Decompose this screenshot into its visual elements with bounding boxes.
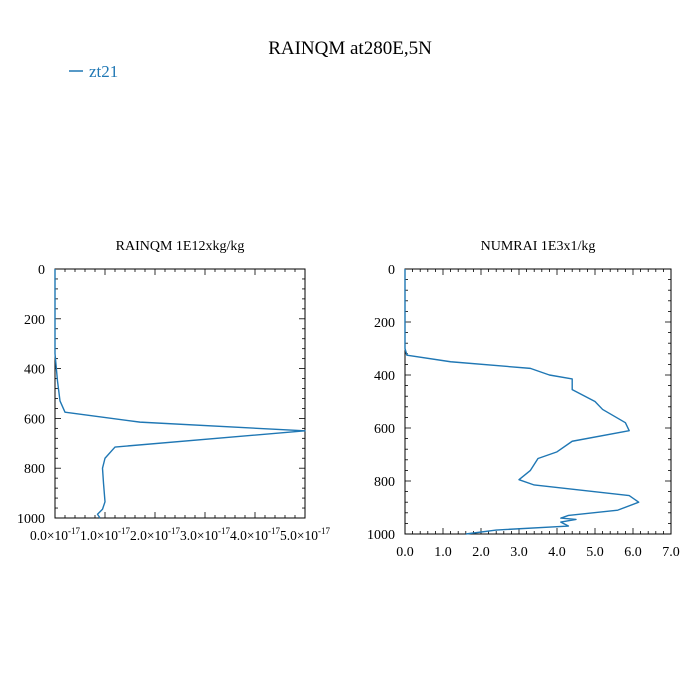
- rainqm-series-line: [54, 269, 306, 519]
- rainqm-xtick-label: 2.0×10-17: [130, 526, 180, 543]
- rainqm-panel: RAINQM 1E12xkg/kg 0 200 400 600 800 10000.0×10…: [17, 239, 330, 543]
- rainqm-ytick-label: 1000: [17, 512, 45, 527]
- numrai-xtick-label: 4.0: [548, 545, 566, 560]
- numrai-ytick-label: 200: [374, 316, 395, 331]
- numrai-ytick-label: 600: [374, 422, 395, 437]
- numrai-xtick-label: 5.0: [586, 545, 604, 560]
- numrai-xtick-label: 7.0: [662, 545, 680, 560]
- legend-label: zt21: [89, 62, 118, 81]
- rainqm-axes-frame: [54, 268, 306, 519]
- rainqm-ytick-label: 0: [38, 263, 45, 278]
- numrai-ytick-label: 400: [374, 369, 395, 384]
- rainqm-xtick-label: 5.0×10-17: [280, 526, 330, 543]
- rainqm-xtick-label: 4.0×10-17: [230, 526, 280, 543]
- rainqm-ytick-label: 200: [24, 313, 45, 328]
- numrai-xtick-label: 3.0: [510, 545, 528, 560]
- rainqm-xtick-label: 0.0×10-17: [30, 526, 80, 543]
- numrai-ytick-label: 1000: [367, 528, 395, 543]
- rainqm-ytick-label: 400: [24, 363, 45, 378]
- rainqm-ytick-label: 600: [24, 412, 45, 427]
- numrai-ytick-label: 800: [374, 475, 395, 490]
- numrai-ytick-label: 0: [388, 263, 395, 278]
- numrai-title: NUMRAI 1E3x1/kg: [481, 239, 596, 254]
- legend: zt21: [69, 62, 118, 81]
- numrai-xtick-label: 6.0: [624, 545, 642, 560]
- numrai-xtick-label: 2.0: [472, 545, 490, 560]
- rainqm-xtick-label: 1.0×10-17: [80, 526, 130, 543]
- numrai-xtick-label: 1.0: [434, 545, 452, 560]
- numrai-axes-frame: [404, 268, 672, 535]
- numrai-series-line: [404, 269, 640, 535]
- rainqm-xtick-label: 3.0×10-17: [180, 526, 230, 543]
- rainqm-ytick-label: 800: [24, 462, 45, 477]
- numrai-xtick-label: 0.0: [396, 545, 414, 560]
- figure-title: RAINQM at280E,5N: [268, 38, 432, 59]
- rainqm-title: RAINQM 1E12xkg/kg: [116, 239, 245, 254]
